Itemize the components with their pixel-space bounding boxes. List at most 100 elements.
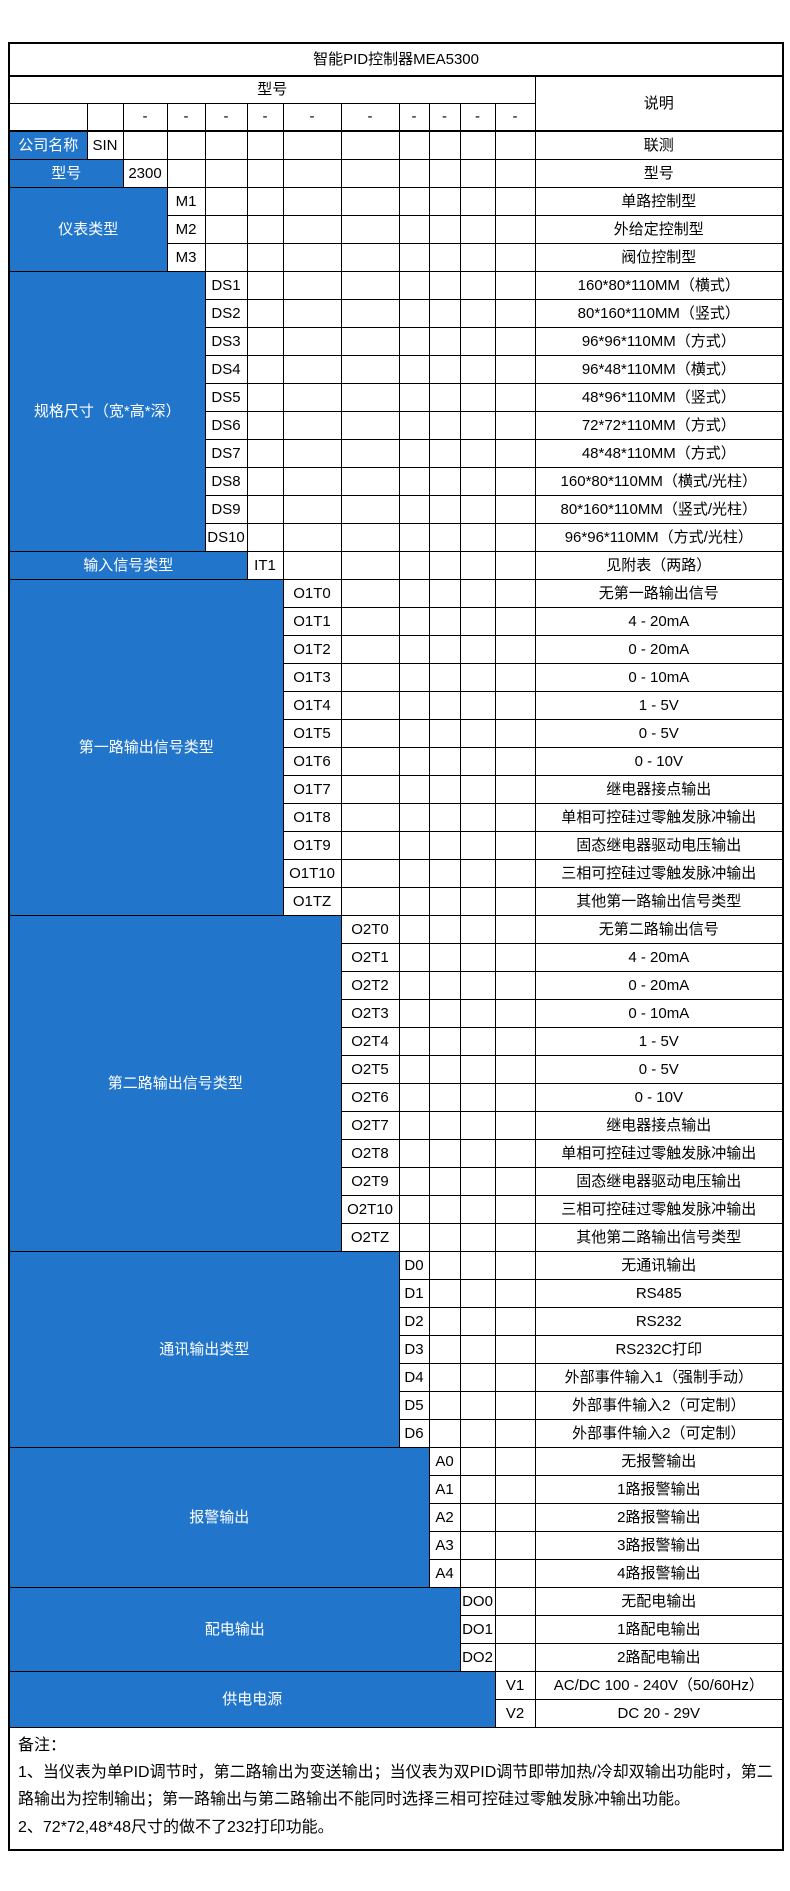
- table-row: D3 RS232C打印: [9, 1335, 784, 1364]
- empty-cell: [398, 243, 430, 272]
- empty-cell: [428, 1223, 461, 1252]
- table-row: D6 外部事件输入2（可定制）: [9, 1419, 784, 1448]
- empty-cell: [494, 215, 536, 244]
- desc-cell: 0 - 20mA: [534, 635, 784, 664]
- desc-cell: 其他第一路输出信号类型: [534, 887, 784, 916]
- empty-cell: [246, 411, 284, 440]
- note-line-2: 2、72*72,48*48尺寸的做不了232打印功能。: [18, 1818, 334, 1836]
- code-cell-DS10: DS10: [204, 523, 248, 552]
- table-row: D5 外部事件输入2（可定制）: [9, 1391, 784, 1420]
- empty-cell: [428, 1027, 461, 1056]
- desc-cell: 160*80*110MM（横式）: [534, 271, 784, 300]
- empty-cell: [282, 271, 342, 300]
- model-dash-cell: -: [246, 103, 284, 132]
- table-row: O1TZ 其他第一路输出信号类型: [9, 887, 784, 916]
- empty-cell: [428, 943, 461, 972]
- code-cell-O1T0: O1T0: [282, 579, 342, 608]
- empty-cell: [494, 383, 536, 412]
- desc-cell: 外部事件输入2（可定制）: [534, 1391, 784, 1420]
- empty-cell: [428, 1335, 461, 1364]
- empty-cell: [494, 1055, 536, 1084]
- empty-cell: [428, 523, 461, 552]
- empty-cell: [459, 215, 496, 244]
- empty-cell: [398, 887, 430, 916]
- empty-cell: [398, 411, 430, 440]
- empty-cell: [459, 747, 496, 776]
- empty-cell: [494, 1531, 536, 1560]
- model-empty-cell: [86, 103, 124, 132]
- empty-cell: [459, 859, 496, 888]
- empty-cell: [398, 327, 430, 356]
- model-dash-cell: -: [398, 103, 430, 132]
- empty-cell: [246, 523, 284, 552]
- empty-cell: [428, 635, 461, 664]
- code-cell-DS3: DS3: [204, 327, 248, 356]
- empty-cell: [340, 831, 400, 860]
- empty-cell: [459, 1111, 496, 1140]
- empty-cell: [459, 803, 496, 832]
- code-cell-O2T6: O2T6: [340, 1083, 400, 1112]
- empty-cell: [428, 1363, 461, 1392]
- empty-cell: [246, 187, 284, 216]
- empty-cell: [398, 495, 430, 524]
- desc-cell: 外给定控制型: [534, 215, 784, 244]
- table-row: DS5 48*96*110MM（竖式）: [9, 383, 784, 412]
- empty-cell: [494, 1279, 536, 1308]
- model-dash-cell: -: [166, 103, 206, 132]
- model-dash-cell: -: [282, 103, 342, 132]
- empty-cell: [398, 383, 430, 412]
- empty-cell: [428, 775, 461, 804]
- desc-cell: 2路报警输出: [534, 1503, 784, 1532]
- empty-cell: [398, 747, 430, 776]
- empty-cell: [494, 831, 536, 860]
- note-line-1: 1、当仪表为单PID调节时，第二路输出为变送输出；当仪表为双PID调节即带加热/…: [18, 1764, 773, 1809]
- table-row: 供电电源 V1 AC/DC 100 - 240V（50/60Hz）: [8, 1671, 784, 1728]
- table-row: O1T4 1 - 5V: [9, 691, 784, 720]
- code-cell-O2T8: O2T8: [340, 1139, 400, 1168]
- desc-cell: 0 - 5V: [534, 1055, 784, 1084]
- empty-cell: [494, 130, 536, 160]
- empty-cell: [428, 1251, 461, 1280]
- empty-cell: [398, 215, 430, 244]
- empty-cell: [340, 747, 400, 776]
- empty-cell: [428, 159, 461, 188]
- empty-cell: [494, 1587, 536, 1616]
- empty-cell: [459, 1447, 496, 1476]
- empty-cell: [494, 1335, 536, 1364]
- notes-title: 备注：: [18, 1737, 67, 1754]
- empty-cell: [428, 551, 461, 580]
- empty-cell: [428, 1139, 461, 1168]
- empty-cell: [282, 299, 342, 328]
- empty-cell: [204, 130, 248, 160]
- model-dash-cell: -: [340, 103, 400, 132]
- desc-cell: 固态继电器驱动电压输出: [534, 1167, 784, 1196]
- desc-cell: RS232: [534, 1307, 784, 1336]
- empty-cell: [340, 383, 400, 412]
- empty-cell: [340, 691, 400, 720]
- table-row: O1T2 0 - 20mA: [9, 635, 784, 664]
- empty-cell: [459, 1027, 496, 1056]
- empty-cell: [494, 1391, 536, 1420]
- empty-cell: [246, 383, 284, 412]
- empty-cell: [398, 1083, 430, 1112]
- table-row: 通讯输出类型 D0 无通讯输出: [8, 1251, 784, 1448]
- table-row: A4 4路报警输出: [9, 1559, 784, 1588]
- empty-cell: [428, 1055, 461, 1084]
- model-dash-cell: -: [428, 103, 461, 132]
- empty-cell: [428, 130, 461, 160]
- empty-cell: [340, 299, 400, 328]
- code-cell-A4: A4: [428, 1559, 461, 1588]
- code-cell-D1: D1: [398, 1279, 430, 1308]
- table-row: 公司名称 SIN 联测: [8, 130, 784, 160]
- empty-cell: [428, 1111, 461, 1140]
- empty-cell: [398, 691, 430, 720]
- empty-cell: [428, 915, 461, 944]
- empty-cell: [428, 887, 461, 916]
- desc-cell: 其他第二路输出信号类型: [534, 1223, 784, 1252]
- table-row: O2T3 0 - 10mA: [9, 999, 784, 1028]
- empty-cell: [459, 383, 496, 412]
- empty-cell: [459, 1251, 496, 1280]
- empty-cell: [340, 355, 400, 384]
- empty-cell: [494, 1643, 536, 1672]
- empty-cell: [246, 467, 284, 496]
